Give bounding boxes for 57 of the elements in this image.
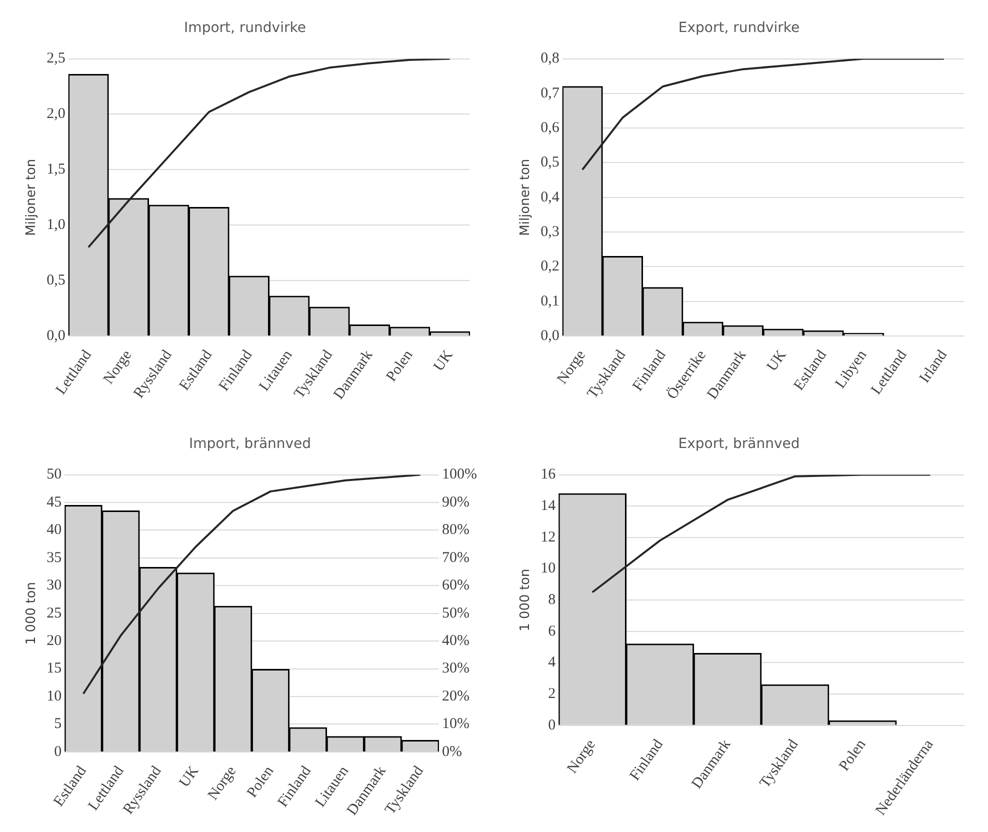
x-tick-label: UK (176, 763, 202, 790)
y2-tick-label: 90% (442, 494, 470, 510)
y2-tick-label: 0% (442, 744, 462, 760)
y-tick-label: 0 (548, 717, 556, 734)
y-tick-label: 16 (540, 466, 556, 483)
y-tick-label: 5 (54, 716, 62, 732)
y-tick-label: 2,0 (46, 106, 66, 122)
y-tick-label: 6 (548, 623, 556, 640)
y-tick-label: 0,0 (46, 328, 66, 344)
chart-title: Export, rundvirke (678, 20, 800, 36)
y-axis-title: 1 000 ton (24, 582, 40, 645)
y-tick-label: 35 (46, 550, 62, 566)
y-tick-label: 25 (46, 605, 62, 622)
y-tick-label: 8 (548, 592, 556, 608)
y-tick-label: 10 (46, 688, 62, 704)
y-tick-label: 50 (46, 466, 62, 483)
y-tick-label: 0,8 (540, 50, 560, 67)
y-tick-label: 45 (46, 494, 62, 510)
x-tick-label: UK (764, 347, 790, 374)
y-axis-title: 1 000 ton (518, 568, 534, 632)
chart-title: Import, brännved (188, 436, 312, 452)
y-tick-label: 12 (540, 529, 556, 546)
y-tick-label: 0,2 (540, 258, 560, 275)
y-tick-label: 10 (540, 560, 556, 577)
y-tick-label: 2,5 (46, 50, 66, 67)
y2-tick-label: 50% (442, 605, 470, 622)
y-tick-label: 0,7 (540, 85, 560, 102)
y-tick-label: 0,0 (540, 328, 560, 344)
y2-tick-label: 40% (442, 633, 470, 650)
y2-tick-label: 10% (442, 716, 470, 732)
y-tick-label: 30 (46, 578, 62, 594)
y2-tick-label: 70% (442, 550, 470, 566)
y2-tick-label: 60% (442, 578, 470, 594)
y-tick-label: 0,4 (540, 189, 560, 206)
y-axis-title: Miljoner ton (518, 158, 534, 236)
x-tick-label: UK (430, 347, 457, 374)
chart-title: Export, brännved (678, 436, 800, 452)
chart-title: Import, rundvirke (184, 20, 306, 36)
y-tick-label: 0 (54, 744, 62, 760)
y-tick-label: 0,1 (540, 293, 560, 310)
y-tick-label: 20 (46, 633, 62, 650)
y2-tick-label: 80% (442, 522, 470, 538)
y-axis-title: Miljoner ton (24, 158, 40, 236)
y-tick-label: 2 (548, 686, 556, 702)
y-tick-label: 0,3 (540, 224, 560, 240)
y2-tick-label: 100% (442, 466, 478, 483)
y-tick-label: 1,5 (46, 162, 66, 178)
y2-tick-label: 30% (442, 660, 470, 677)
y2-tick-label: 20% (442, 688, 470, 704)
y-tick-label: 0,5 (46, 272, 66, 288)
y-tick-label: 4 (548, 654, 556, 671)
y-tick-label: 1,0 (46, 217, 66, 234)
y-tick-label: 40 (46, 522, 62, 538)
y-tick-label: 14 (540, 498, 556, 514)
y-tick-label: 15 (46, 660, 62, 677)
y-tick-label: 0,6 (540, 120, 560, 136)
y-tick-label: 0,5 (540, 154, 560, 171)
